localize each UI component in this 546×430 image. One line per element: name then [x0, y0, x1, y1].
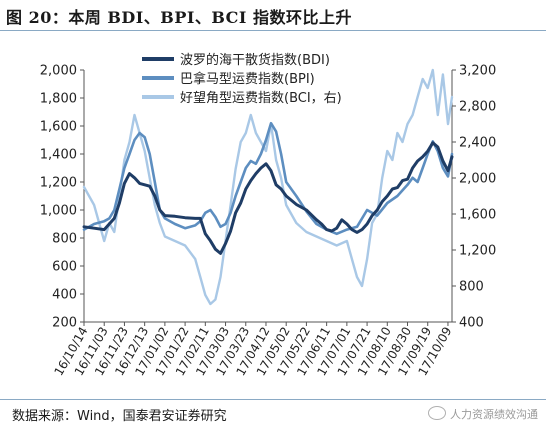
- y-left-tick-label: 1,600: [40, 120, 77, 135]
- title-rule: [0, 30, 546, 31]
- y-right-tick-label: 800: [459, 280, 484, 295]
- series-line-1: [82, 141, 454, 255]
- y-left-tick-label: 200: [52, 316, 77, 331]
- y-left-tick-label: 600: [52, 260, 77, 275]
- figure-title: 图 20：本周 BDI、BPI、BCI 指数环比上升: [6, 8, 352, 27]
- source-note: 数据来源：Wind，国泰君安证券研究: [12, 409, 227, 424]
- series-line-3: [82, 68, 454, 306]
- y-right-tick-label: 3,200: [459, 64, 496, 79]
- y-right-tick-label: 1,200: [459, 244, 496, 259]
- source-rule: [0, 399, 546, 400]
- y-left-tick-label: 1,000: [40, 204, 77, 219]
- chart-axes: 2,000 1,800 1,600 1,400 1,200 1,000 800 600 400 2…: [40, 64, 496, 379]
- y-left-tick-label: 1,400: [40, 148, 77, 163]
- legend-label-3: 好望角型运费指数(BCI，右): [180, 90, 342, 106]
- y-right-tick-label: 400: [459, 316, 484, 331]
- chart: 2,000 1,800 1,600 1,400 1,200 1,000 800 600 400 2…: [40, 52, 496, 379]
- legend-label-2: 巴拿马型运费指数(BPI): [180, 71, 315, 87]
- y-left-tick-label: 800: [52, 232, 77, 247]
- y-left-tick-label: 400: [52, 288, 77, 303]
- series-line-2: [82, 121, 454, 236]
- y-right-tick-label: 2,400: [459, 136, 496, 151]
- y-left-tick-label: 1,800: [40, 92, 77, 107]
- watermark: 人力资源绩效沟通: [428, 406, 538, 422]
- y-left-tick-label: 2,000: [40, 64, 77, 79]
- watermark-text: 人力资源绩效沟通: [450, 408, 538, 421]
- y-right-tick-label: 2,800: [459, 100, 496, 115]
- legend-label-1: 波罗的海干散货指数(BDI): [180, 52, 330, 68]
- chart-series: [82, 68, 454, 306]
- wechat-logo-icon: [428, 406, 446, 420]
- y-right-tick-label: 1,600: [459, 208, 496, 223]
- y-right-tick-label: 2,000: [459, 172, 496, 187]
- chart-legend: 波罗的海干散货指数(BDI) 巴拿马型运费指数(BPI) 好望角型运费指数(BCI，…: [142, 52, 342, 106]
- y-left-tick-label: 1,200: [40, 176, 77, 191]
